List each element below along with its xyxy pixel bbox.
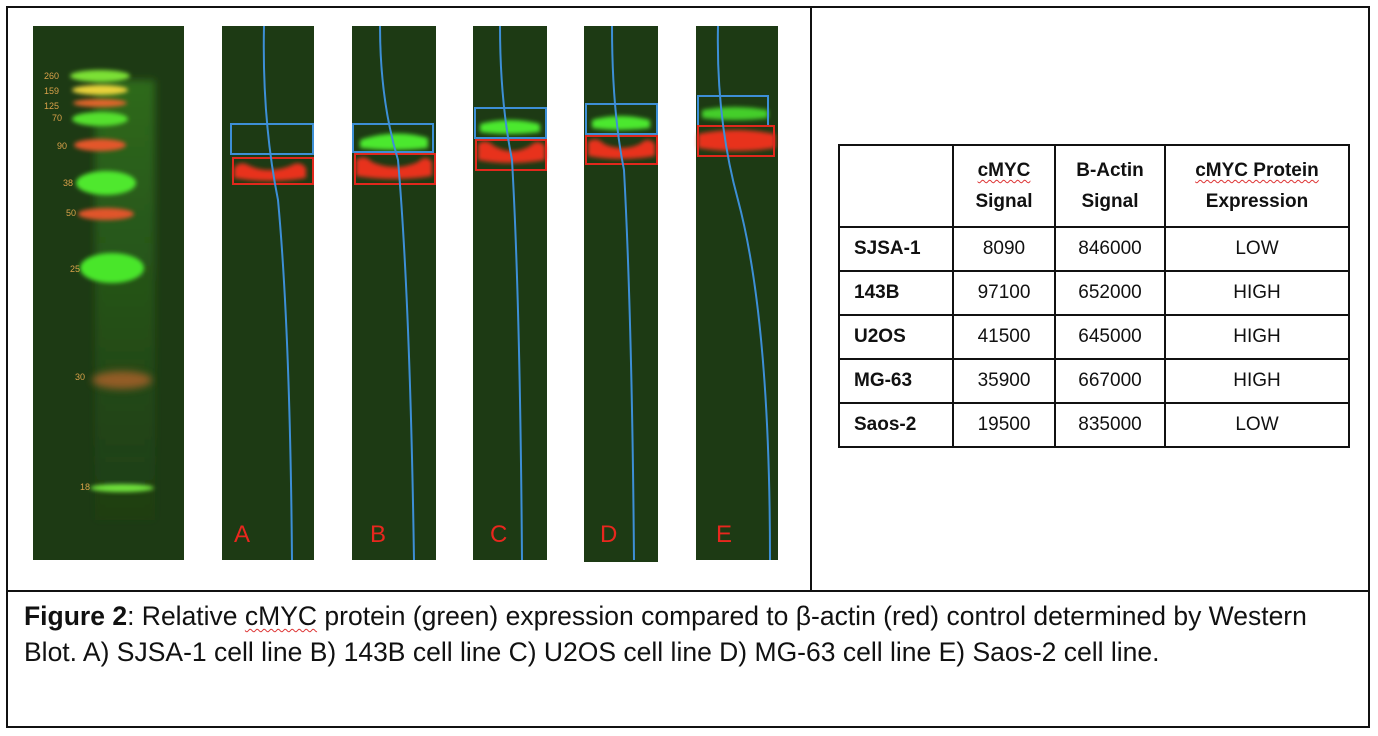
- header-line: Signal: [975, 191, 1033, 212]
- marker-label: 159: [44, 86, 59, 96]
- caption-text: protein (green) expression compared to β…: [24, 601, 1307, 667]
- bactin-signal: 645000: [1054, 314, 1166, 360]
- corner-cell: [838, 144, 954, 228]
- marker-label: 70: [52, 113, 62, 123]
- bactin-signal: 835000: [1054, 402, 1166, 448]
- cell-line-name: U2OS: [838, 314, 954, 360]
- marker-label: 38: [63, 178, 73, 188]
- expression-level: LOW: [1164, 226, 1350, 272]
- cell-line-name: Saos-2: [838, 402, 954, 448]
- ladder-lane: 260 159 125 70 90 38 50 25 30 18: [33, 26, 184, 560]
- cmyc-signal: 97100: [952, 270, 1056, 316]
- column-header-bactin: B-Actin Signal: [1054, 144, 1166, 228]
- cell-line-name: MG-63: [838, 358, 954, 404]
- lane-label: A: [234, 521, 250, 548]
- header-line: cMYC Protein: [1195, 160, 1319, 181]
- cmyc-signal: 41500: [952, 314, 1056, 360]
- western-blot-image: 260 159 125 70 90 38 50 25 30 18 A: [33, 25, 778, 562]
- lane-b: B: [352, 25, 436, 561]
- table-header-row: cMYC Signal B-Actin Signal cMYC Protein …: [838, 144, 1350, 228]
- table-row: SJSA-1 8090 846000 LOW: [838, 226, 1350, 272]
- figure-caption: Figure 2: Relative cMYC protein (green) …: [24, 598, 1354, 670]
- marker-label: 30: [75, 372, 85, 382]
- lane-d: D: [584, 25, 658, 562]
- marker-label: 18: [80, 482, 90, 492]
- lane-a: A: [222, 25, 314, 561]
- marker-label: 260: [44, 71, 59, 81]
- cmyc-signal: 19500: [952, 402, 1056, 448]
- cell-line-name: 143B: [838, 270, 954, 316]
- header-line: B-Actin: [1076, 160, 1144, 181]
- marker-label: 50: [66, 208, 76, 218]
- bactin-signal: 652000: [1054, 270, 1166, 316]
- table-row: Saos-2 19500 835000 LOW: [838, 402, 1350, 448]
- panel-divider-vertical: [810, 6, 812, 592]
- figure-frame: [6, 6, 1370, 728]
- header-line: cMYC: [977, 160, 1031, 181]
- lane-e: E: [696, 25, 778, 561]
- cmyc-signal: 8090: [952, 226, 1056, 272]
- signal-table: cMYC Signal B-Actin Signal cMYC Protein …: [838, 144, 1350, 448]
- marker-label: 90: [57, 141, 67, 151]
- cell-line-name: SJSA-1: [838, 226, 954, 272]
- lane-label: D: [600, 521, 617, 548]
- caption-divider: [6, 590, 1370, 592]
- marker-label: 25: [70, 264, 80, 274]
- expression-level: HIGH: [1164, 358, 1350, 404]
- bactin-signal: 667000: [1054, 358, 1166, 404]
- lane-label: B: [370, 521, 386, 548]
- lane-c: C: [473, 25, 547, 561]
- caption-cmyc-term: cMYC: [244, 601, 318, 631]
- table-row: 143B 97100 652000 HIGH: [838, 270, 1350, 316]
- cmyc-signal: 35900: [952, 358, 1056, 404]
- figure-label: Figure 2: [24, 601, 128, 631]
- table-row: MG-63 35900 667000 HIGH: [838, 358, 1350, 404]
- table-row: U2OS 41500 645000 HIGH: [838, 314, 1350, 360]
- expression-level: LOW: [1164, 402, 1350, 448]
- bactin-signal: 846000: [1054, 226, 1166, 272]
- header-line: Expression: [1205, 191, 1309, 212]
- expression-level: HIGH: [1164, 314, 1350, 360]
- lane-label: C: [490, 521, 507, 548]
- lane-label: E: [716, 521, 732, 548]
- caption-text: : Relative: [127, 601, 245, 631]
- western-blot-panel: 260 159 125 70 90 38 50 25 30 18 A: [0, 0, 810, 592]
- expression-level: HIGH: [1164, 270, 1350, 316]
- column-header-expression: cMYC Protein Expression: [1164, 144, 1350, 228]
- marker-label: 125: [44, 101, 59, 111]
- column-header-cmyc: cMYC Signal: [952, 144, 1056, 228]
- header-line: Signal: [1081, 191, 1139, 212]
